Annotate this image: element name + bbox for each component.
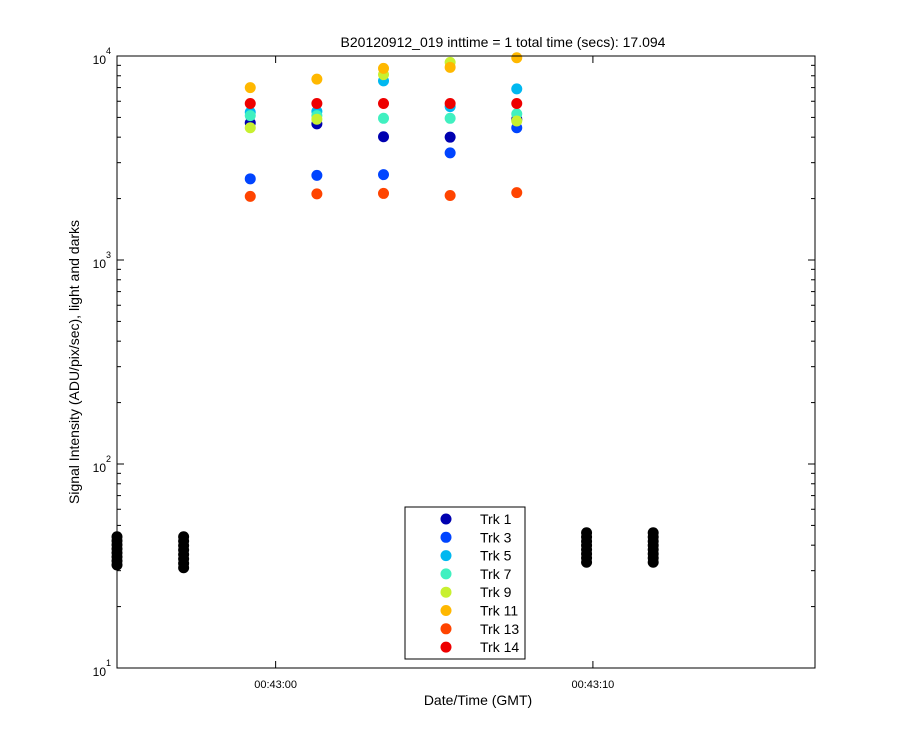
data-point <box>444 112 456 124</box>
data-point <box>378 131 390 143</box>
legend-label: Trk 5 <box>480 548 512 564</box>
data-point <box>378 62 390 74</box>
legend-label: Trk 7 <box>480 566 512 582</box>
plot-frame <box>116 55 816 669</box>
data-point <box>244 110 256 122</box>
dark-point <box>647 527 659 539</box>
data-point <box>244 190 256 202</box>
legend-marker <box>440 641 452 653</box>
legend-box <box>404 506 526 660</box>
legend-marker <box>440 550 452 562</box>
legend-marker <box>440 586 452 598</box>
y-tick-exponent: 2 <box>106 454 111 464</box>
data-points <box>111 52 659 574</box>
y-tick-exponent: 3 <box>106 250 111 260</box>
data-point <box>444 131 456 143</box>
legend-label: Trk 11 <box>480 603 518 619</box>
data-point <box>244 82 256 94</box>
legend-label: Trk 3 <box>480 529 512 545</box>
data-point <box>511 52 523 64</box>
legend-label: Trk 13 <box>480 621 519 637</box>
legend-label: Trk 9 <box>480 584 512 600</box>
data-point <box>511 83 523 95</box>
data-point <box>378 169 390 181</box>
data-point <box>311 169 323 181</box>
legend-label: Trk 1 <box>480 511 512 527</box>
data-point <box>311 113 323 125</box>
dark-point <box>178 531 190 543</box>
legend-marker <box>440 605 452 616</box>
x-tick-label: 00:43:10 <box>571 679 614 691</box>
data-point <box>378 112 390 124</box>
data-point <box>511 187 523 199</box>
y-tick-base: 10 <box>93 665 107 679</box>
y-tick-base: 10 <box>93 461 107 475</box>
data-point <box>378 98 390 110</box>
x-axis-label: Date/Time (GMT) <box>424 692 532 708</box>
legend-items: Trk 1 Trk 3 Trk 5 Trk 7 Trk 9 Trk 11 Trk 13 Trk… <box>440 511 519 655</box>
legend-marker <box>440 513 452 525</box>
y-tick-label: 101 <box>93 658 111 679</box>
legend-marker <box>440 531 452 543</box>
y-axis-label: Signal Intensity (ADU/pix/sec), light an… <box>66 220 82 504</box>
y-tick-label: 104 <box>93 46 111 67</box>
data-point <box>444 190 456 202</box>
y-tick-base: 10 <box>93 53 107 67</box>
y-tick-base: 10 <box>93 257 107 271</box>
legend: Trk 1 Trk 3 Trk 5 Trk 7 Trk 9 Trk 11 Trk 13 Trk… <box>404 506 526 660</box>
data-point <box>311 73 323 85</box>
data-point <box>311 188 323 200</box>
legend-marker <box>440 623 452 635</box>
data-point <box>244 122 256 134</box>
dark-point <box>581 527 593 539</box>
y-tick-label: 103 <box>93 250 111 271</box>
legend-marker <box>440 568 452 580</box>
data-point <box>444 61 456 73</box>
data-point <box>378 187 390 199</box>
data-point <box>444 147 456 159</box>
y-tick-exponent: 1 <box>106 658 111 668</box>
data-point <box>311 98 323 110</box>
data-point <box>244 173 256 185</box>
legend-label: Trk 14 <box>480 639 519 655</box>
data-point <box>511 98 523 110</box>
x-tick-label: 00:43:00 <box>254 679 297 691</box>
y-tick-exponent: 4 <box>106 46 111 56</box>
data-point <box>244 98 256 110</box>
data-point <box>444 98 456 110</box>
y-tick-label: 102 <box>93 454 111 475</box>
data-point <box>511 115 523 127</box>
chart-title: B20120912_019 inttime = 1 total time (se… <box>341 34 666 50</box>
